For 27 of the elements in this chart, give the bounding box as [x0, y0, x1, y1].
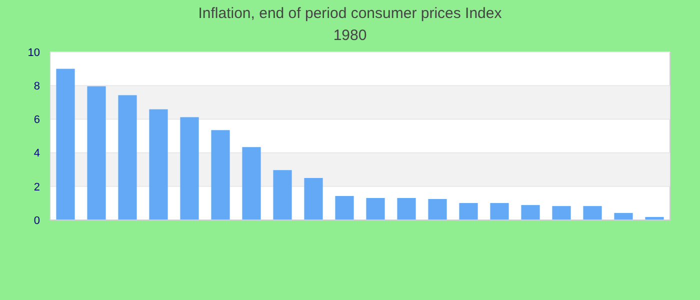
y-tick-label: 2 [34, 181, 40, 194]
y-tick-label: 0 [34, 214, 40, 227]
bar [614, 212, 633, 220]
bar [366, 198, 385, 220]
bar [180, 117, 199, 220]
bar [335, 196, 354, 220]
chart-subtitle: 1980 [333, 27, 367, 44]
bar [397, 198, 416, 220]
bar [583, 206, 602, 220]
bar [211, 130, 230, 220]
bar [521, 205, 540, 220]
bar [242, 147, 261, 220]
chart-title: Inflation, end of period consumer prices Index [198, 5, 502, 22]
bar [56, 68, 75, 220]
bar [459, 203, 478, 220]
bar [118, 95, 137, 220]
bar [273, 170, 292, 220]
y-tick-label: 10 [28, 46, 40, 59]
bar [149, 109, 168, 220]
bar [87, 86, 106, 220]
bar [304, 178, 323, 220]
y-tick-label: 6 [34, 114, 40, 126]
bar [428, 199, 447, 220]
y-tick-label: 4 [34, 148, 40, 160]
y-tick-label: 8 [34, 80, 40, 92]
bar [490, 203, 509, 220]
bar [552, 206, 571, 220]
